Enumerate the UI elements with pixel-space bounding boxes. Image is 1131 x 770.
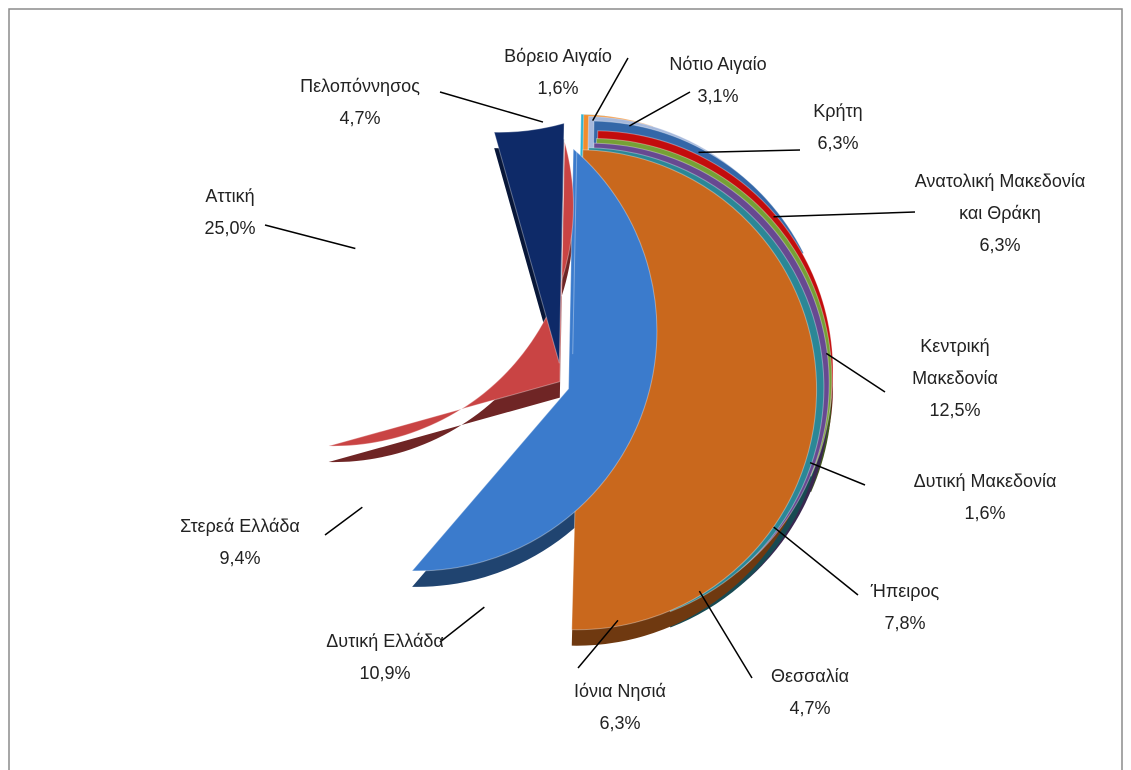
category-label: Δυτική Μακεδονία [913, 471, 1057, 491]
data-label: Νότιο Αιγαίο 3,1% [633, 48, 803, 112]
value-label: 7,8% [884, 613, 926, 633]
leader-line [592, 57, 629, 121]
category-label: Βόρειο Αιγαίο [504, 46, 612, 66]
data-label: Κεντρική Μακεδονία 12,5% [880, 330, 1030, 426]
leader-line [698, 149, 801, 154]
leader-line [773, 211, 916, 218]
value-label: 4,7% [339, 108, 381, 128]
slice [572, 114, 579, 355]
category-label: Στερεά Ελλάδα [180, 516, 300, 536]
slice [328, 141, 574, 447]
data-label: Κρήτη 6,3% [778, 95, 898, 159]
leader-line [825, 352, 886, 393]
leader-line [773, 526, 859, 596]
category-label: Θεσσαλία [770, 666, 850, 686]
category-label: Πελοπόννησος [300, 76, 420, 96]
leader-line [698, 590, 753, 679]
value-label: 10,9% [359, 663, 411, 683]
leader-line [439, 91, 544, 123]
leader-line [324, 506, 363, 536]
data-label: Ήπειρος 7,8% [845, 575, 965, 639]
slice [411, 147, 658, 572]
category-label: Δυτική Ελλάδα [326, 631, 444, 651]
category-label: Ιόνια Νησιά [574, 681, 666, 701]
category-label: Ανατολική Μακεδονία και Θράκη [914, 171, 1086, 223]
value-label: 9,4% [219, 548, 261, 568]
data-label: Πελοπόννησος 4,7% [270, 70, 450, 134]
value-label: 6,3% [817, 133, 859, 153]
data-label: Δυτική Ελλάδα 10,9% [295, 625, 475, 689]
value-label: 12,5% [929, 400, 981, 420]
leader-line [809, 461, 866, 486]
data-label: Ανατολική Μακεδονία και Θράκη 6,3% [905, 165, 1095, 261]
leader-line [577, 619, 619, 669]
value-label: 3,1% [697, 86, 739, 106]
data-label: Δυτική Μακεδονία 1,6% [875, 465, 1095, 529]
data-label: Θεσσαλία 4,7% [735, 660, 885, 724]
leader-line [439, 606, 485, 643]
slice [493, 122, 565, 364]
category-label: Ήπειρος [870, 581, 940, 601]
leader-line [264, 224, 356, 250]
chart-frame [8, 8, 1123, 770]
category-label: Κρήτη [813, 101, 863, 121]
value-label: 4,7% [789, 698, 831, 718]
data-label: Στερεά Ελλάδα 9,4% [150, 510, 330, 574]
value-label: 6,3% [979, 235, 1021, 255]
category-label: Αττική [205, 186, 255, 206]
category-label: Νότιο Αιγαίο [669, 54, 767, 74]
value-label: 1,6% [964, 503, 1006, 523]
value-label: 6,3% [599, 713, 641, 733]
data-label: Ιόνια Νησιά 6,3% [545, 675, 695, 739]
data-label: Αττική 25,0% [170, 180, 290, 244]
category-label: Κεντρική Μακεδονία [912, 336, 998, 388]
value-label: 25,0% [204, 218, 256, 238]
leader-line [629, 91, 691, 127]
value-label: 1,6% [537, 78, 579, 98]
data-label: Βόρειο Αιγαίο 1,6% [473, 40, 643, 104]
